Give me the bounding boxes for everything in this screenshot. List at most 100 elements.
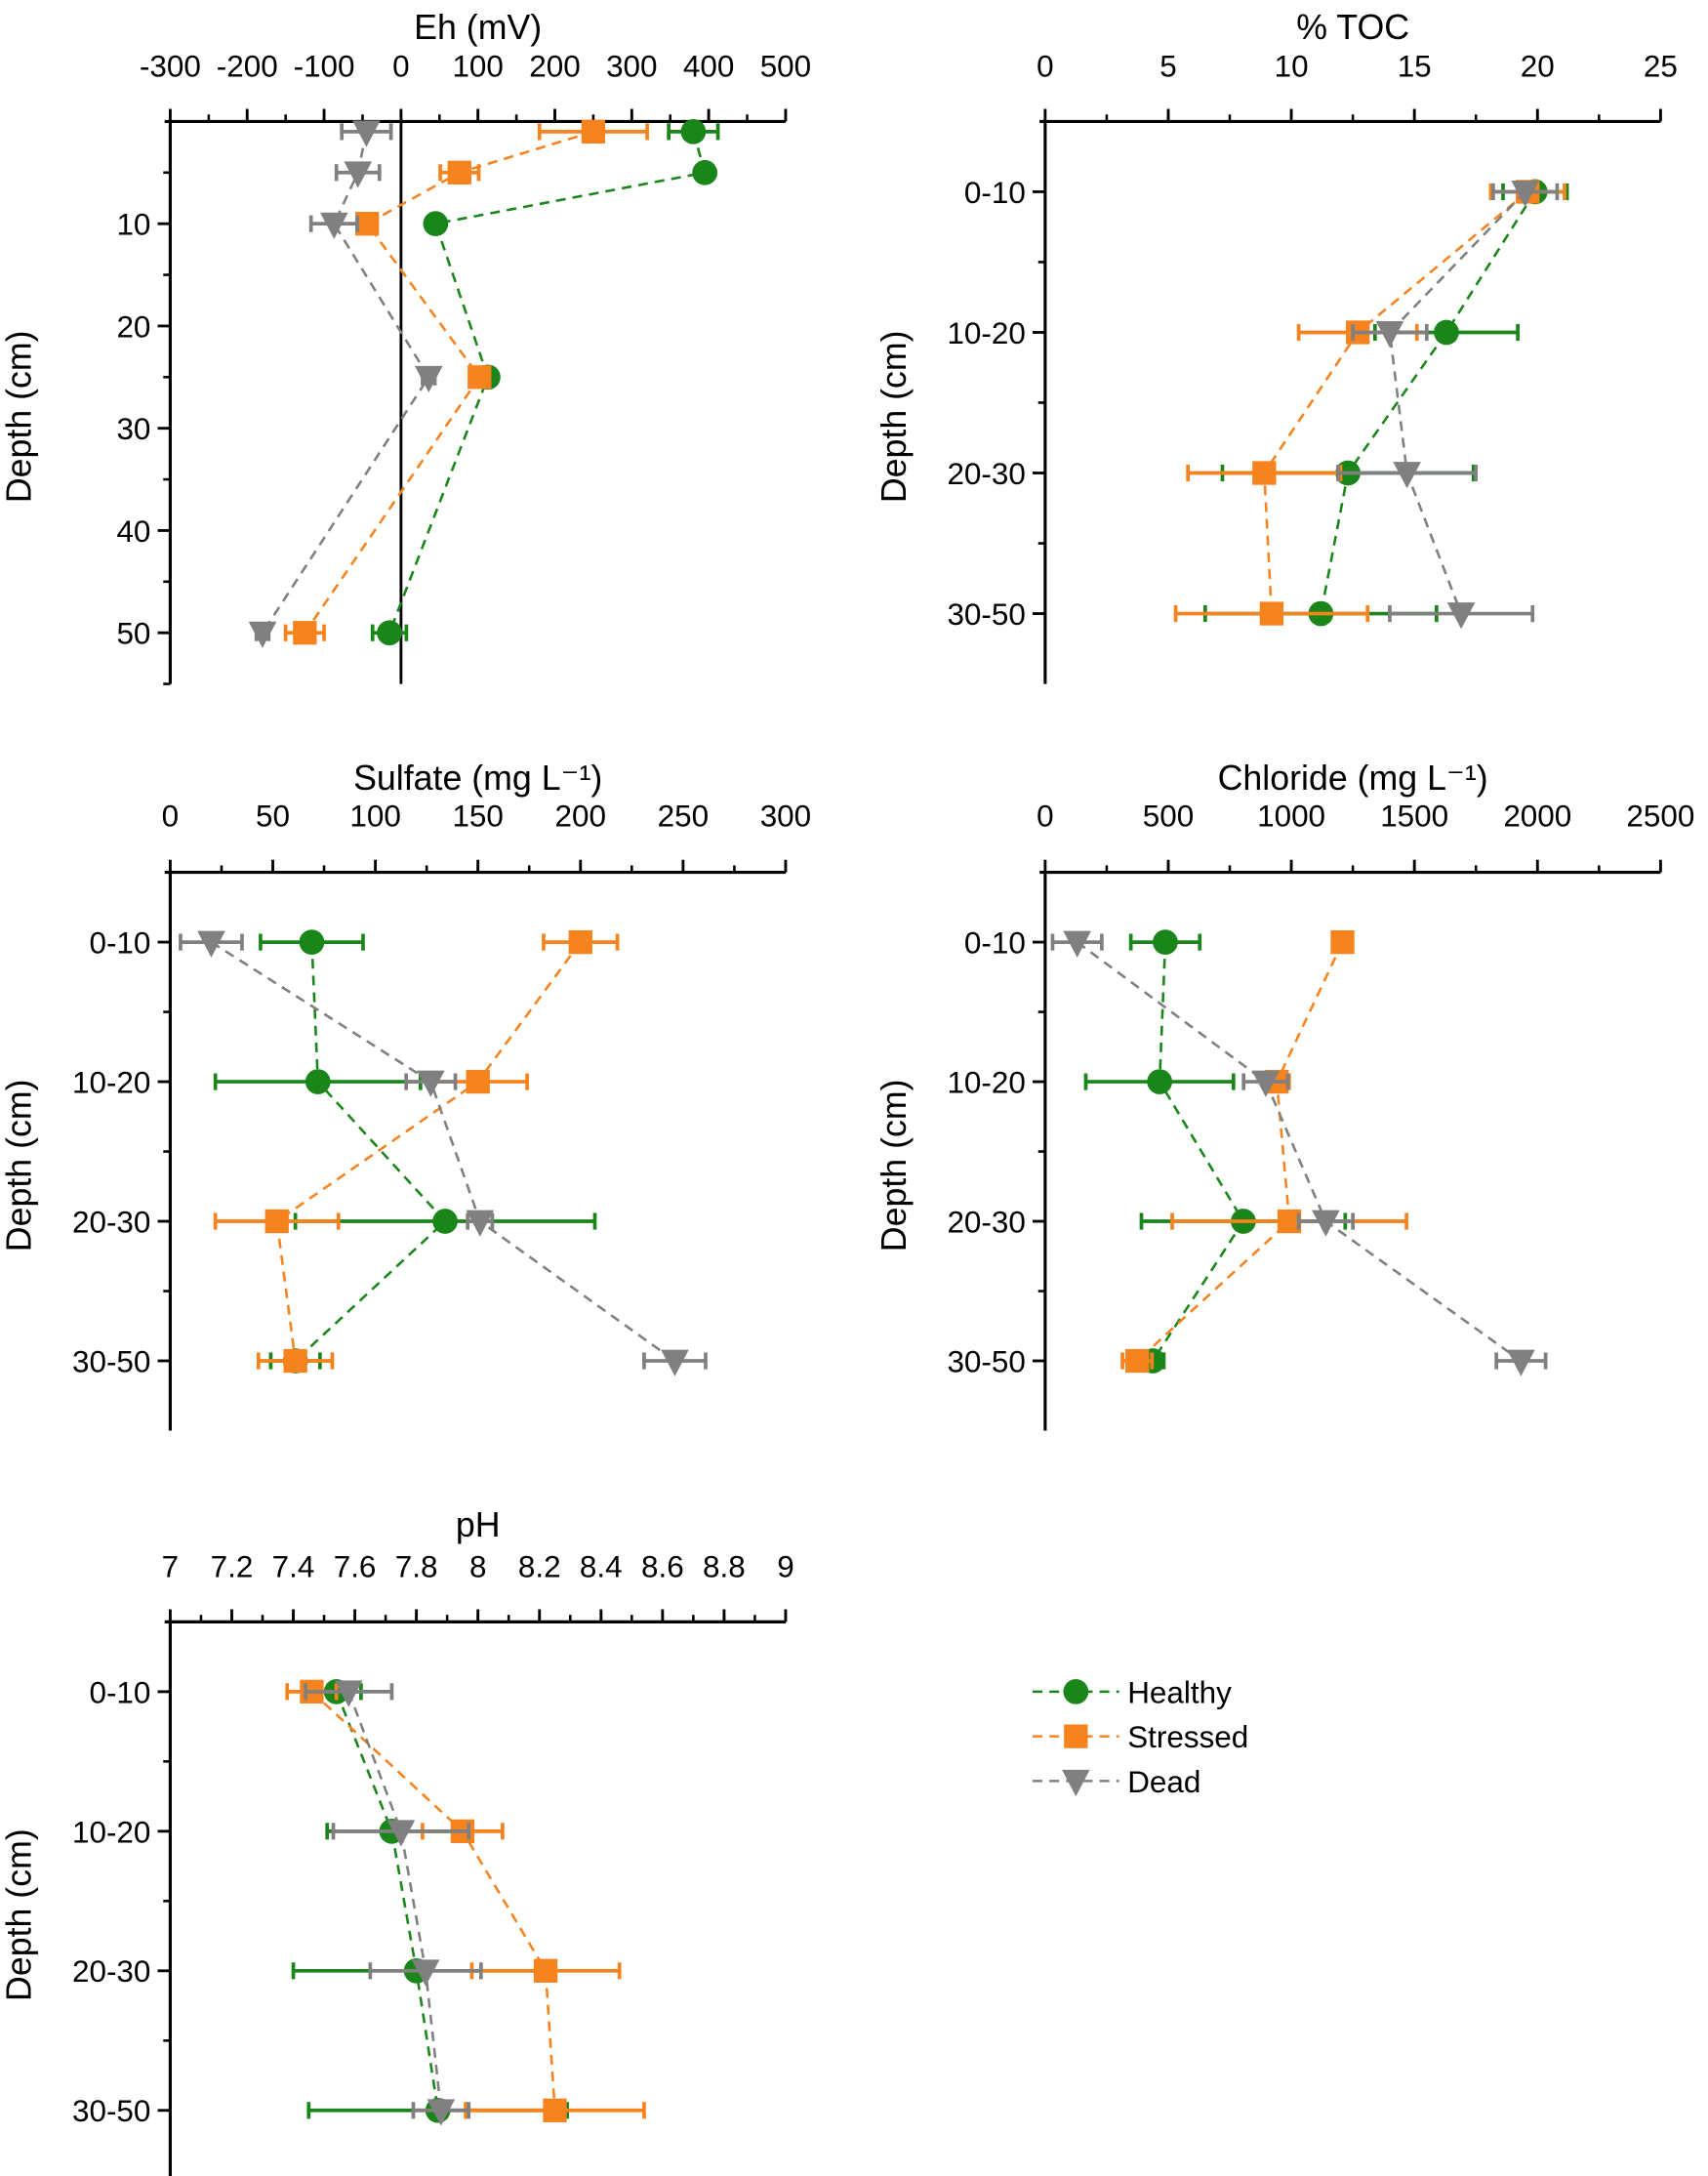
series-line [310, 1690, 556, 2111]
series-dead [1050, 930, 1548, 1376]
legend-marker [1063, 1678, 1089, 1704]
x-tick-label: 7.4 [272, 1550, 315, 1584]
x-tick-label: 500 [760, 50, 811, 84]
data-point [334, 1680, 363, 1707]
series-line [261, 131, 430, 634]
y-tick-label: 30 [116, 412, 150, 446]
x-tick-label: 7.6 [334, 1550, 377, 1584]
panel-title: Eh (mV) [414, 8, 542, 47]
x-tick-label: 400 [683, 50, 734, 84]
data-point [414, 365, 443, 393]
y-tick-label: 0-10 [89, 926, 150, 961]
x-tick-label: 7.8 [395, 1550, 438, 1584]
y-tick-label: 30-50 [947, 1344, 1025, 1378]
data-point [344, 161, 373, 188]
data-point [568, 929, 592, 955]
data-point [1434, 319, 1459, 346]
series-dead [179, 930, 708, 1376]
data-point [1312, 1210, 1340, 1237]
data-point [680, 119, 707, 144]
y-tick-label: 20-30 [947, 457, 1025, 491]
series-stressed [1173, 180, 1566, 626]
y-tick-label: 50 [116, 617, 150, 651]
series-line [1152, 942, 1245, 1362]
series-healthy [1202, 179, 1569, 627]
data-point [423, 211, 449, 237]
data-point [661, 1349, 689, 1376]
y-tick-label: 0-10 [964, 176, 1026, 210]
data-point [411, 1959, 440, 1987]
legend: Healthy Stressed Dead [1033, 1675, 1248, 1799]
x-tick-label: 8.2 [518, 1550, 561, 1584]
y-tick-label: 20-30 [947, 1205, 1025, 1239]
x-tick-label: 20 [1521, 50, 1555, 84]
x-tick-label: 200 [555, 799, 606, 833]
y-tick-label: 0-10 [964, 926, 1026, 961]
x-tick-label: 300 [760, 799, 811, 833]
series-line [1136, 941, 1344, 1362]
data-point [1330, 929, 1355, 955]
series-healthy [291, 1678, 569, 2123]
series-line [304, 130, 594, 634]
series-stressed [285, 1679, 646, 2122]
x-tick-label: 1000 [1257, 799, 1325, 833]
x-tick-label: -200 [217, 50, 278, 84]
y-tick-label: 10-20 [72, 1066, 150, 1100]
x-tick-label: 8 [469, 1550, 486, 1584]
x-tick-label: -300 [140, 50, 201, 84]
x-tick-label: 1500 [1380, 799, 1448, 833]
x-tick-label: 0 [392, 50, 409, 84]
data-point [533, 1958, 558, 1983]
data-point [320, 212, 348, 239]
y-tick-label: 10-20 [72, 1815, 150, 1849]
x-tick-label: 2500 [1626, 799, 1694, 833]
legend-label: Dead [1127, 1765, 1200, 1799]
data-point [1446, 602, 1476, 630]
data-point [1393, 462, 1421, 489]
series-stressed [213, 929, 620, 1374]
x-tick-label: 7.2 [211, 1550, 254, 1584]
series-line [387, 131, 707, 634]
x-tick-label: 0 [1037, 50, 1053, 84]
series-stressed [283, 119, 649, 645]
x-tick-label: 100 [349, 799, 400, 833]
panel-title: Sulfate (mg L⁻¹) [353, 759, 602, 798]
data-point [264, 1209, 289, 1234]
data-point [299, 929, 325, 955]
x-tick-label: 8.4 [580, 1550, 623, 1584]
panel-title: pH [456, 1505, 501, 1544]
series-line [1076, 941, 1523, 1363]
data-point [466, 1069, 490, 1094]
y-tick-label: 30-50 [947, 597, 1025, 632]
data-point [1147, 1069, 1173, 1094]
series-line [1263, 190, 1529, 614]
data-point [1375, 321, 1404, 349]
y-tick-label: 20 [116, 309, 150, 344]
data-point [692, 159, 718, 185]
y-tick-label: 20-30 [72, 1954, 150, 1989]
data-point [1125, 1348, 1150, 1374]
panel-0: Eh (mV) -300 -200 -100 0 100 200 300 400 500 Depth… [0, 8, 811, 685]
data-point [468, 365, 492, 390]
data-point [283, 1348, 307, 1374]
y-tick-label: 30-50 [72, 1344, 150, 1378]
data-point [305, 1069, 331, 1094]
x-tick-label: 10 [1275, 50, 1309, 84]
legend-marker [1064, 1724, 1088, 1748]
data-point [377, 620, 402, 646]
y-tick-label: 10 [116, 208, 150, 242]
data-point [352, 120, 381, 147]
x-tick-label: 200 [529, 50, 580, 84]
x-tick-label: 0 [162, 799, 179, 833]
panel-title: Chloride (mg L⁻¹) [1218, 759, 1488, 798]
x-tick-label: 25 [1644, 50, 1678, 84]
series-line [1388, 190, 1526, 615]
panel-2: Sulfate (mg L⁻¹) 0 50 100 150 200 250 300 Depth … [0, 759, 811, 1431]
data-point [293, 621, 317, 645]
y-axis-label: Depth (cm) [874, 1079, 914, 1252]
legend-label: Healthy [1127, 1675, 1232, 1709]
data-point [1153, 929, 1178, 955]
data-point [386, 1820, 416, 1847]
x-tick-label: 50 [256, 799, 290, 833]
panel-3: Chloride (mg L⁻¹) 0 500 1000 1500 2000 2500 Dep… [874, 759, 1694, 1431]
